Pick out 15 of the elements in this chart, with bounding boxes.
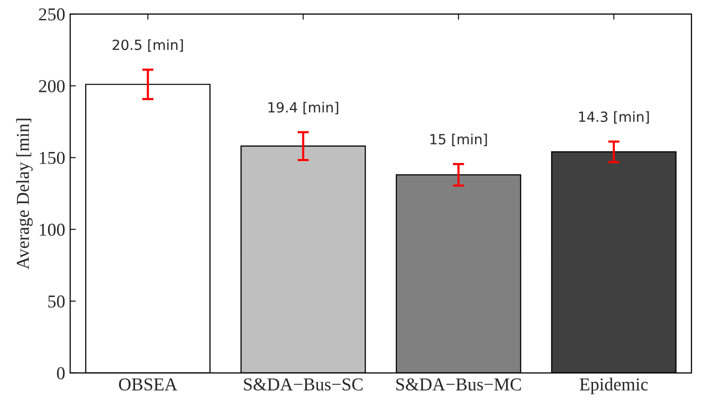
y-tick-label: 200 bbox=[39, 80, 65, 92]
x-tick-label: S&DA−Bus−SC bbox=[244, 378, 363, 390]
y-axis-title: Average Delay [min] bbox=[16, 118, 33, 270]
x-tick-label: S&DA−Bus−MC bbox=[396, 378, 521, 390]
y-tick-label: 150 bbox=[40, 152, 65, 164]
y-tick-label: 250 bbox=[39, 8, 65, 20]
y-tick-label: 100 bbox=[40, 224, 65, 236]
y-tick-label: 0 bbox=[57, 367, 65, 380]
annotation: 19.4 [min] bbox=[268, 102, 338, 114]
annotation: 20.5 [min] bbox=[112, 39, 183, 52]
annotation: 15 [min] bbox=[430, 134, 487, 146]
x-tick-label: Epidemic bbox=[580, 378, 648, 394]
y-tick-label: 50 bbox=[48, 295, 65, 308]
annotation: 14.3 [min] bbox=[579, 111, 649, 124]
x-tick-label: OBSEA bbox=[119, 378, 178, 390]
